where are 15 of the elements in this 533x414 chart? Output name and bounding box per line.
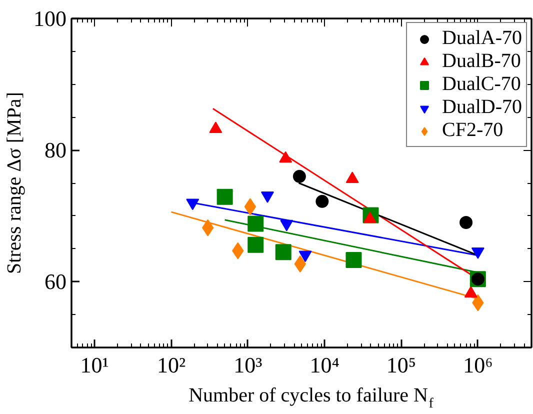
y-tick-label: 60: [44, 269, 66, 294]
x-tick-label: 10⁴: [310, 352, 340, 378]
y-tick-label: 100: [34, 6, 66, 31]
legend-label: CF2-70: [442, 119, 504, 142]
x-tick-label: 10³: [234, 352, 263, 378]
y-axis-title: Stress range Δσ [MPa]: [4, 92, 26, 274]
x-tick-label: 10⁵: [386, 352, 416, 378]
legend-label: DualB-70: [442, 50, 521, 73]
legend-label: DualC-70: [442, 73, 521, 96]
x-tick-label: 10¹: [80, 352, 109, 378]
x-tick-label: 10⁶: [463, 352, 493, 378]
legend-label: DualA-70: [442, 27, 522, 50]
legend-label: DualD-70: [442, 96, 522, 119]
x-tick-label: 10²: [156, 352, 186, 378]
y-tick-label: 80: [44, 138, 66, 163]
